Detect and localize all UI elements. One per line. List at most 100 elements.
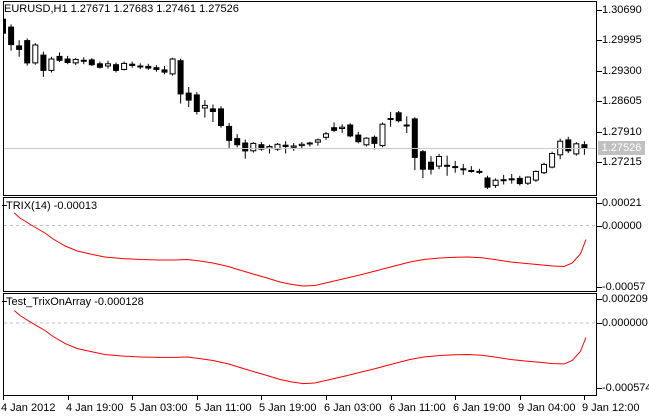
candle: [371, 135, 378, 150]
time-axis-tick: [391, 396, 392, 400]
trix-on-array-axis-label: 0.000209: [602, 293, 648, 305]
candle: [411, 117, 418, 171]
trix-axis-label-tick: [597, 287, 602, 288]
time-axis-label: 4 Jan 2012: [1, 402, 56, 414]
price-axis-label-tick: [597, 101, 602, 102]
candle: [72, 58, 79, 66]
candle: [323, 132, 329, 140]
candle: [96, 61, 103, 69]
candle: [403, 116, 410, 133]
trix-14--line: [13, 212, 587, 287]
trix-axis-label: 0.00021: [602, 197, 642, 209]
candle: [565, 136, 572, 153]
candle: [339, 124, 346, 133]
candle: [226, 122, 233, 148]
price-axis-label: 1.29300: [602, 65, 642, 77]
time-axis-label: 4 Jan 19:00: [66, 402, 124, 414]
candle: [444, 155, 451, 176]
price-axis-label-tick: [597, 132, 602, 133]
candle: [8, 24, 15, 51]
time-axis-tick: [520, 396, 521, 400]
trix-on-array-line-canvas: [4, 310, 596, 385]
candle: [242, 139, 249, 159]
candle: [541, 162, 547, 174]
test-trixonarray-line: [13, 310, 587, 385]
candle: [40, 51, 47, 77]
time-axis-label: 6 Jan 11:00: [389, 402, 446, 414]
trix-line-canvas: [4, 212, 596, 287]
indicator2-name: Test_TrixOnArray: [6, 296, 92, 308]
candle: [56, 52, 63, 63]
candle: [468, 166, 475, 173]
candle: [331, 122, 338, 132]
time-axis[interactable]: 4 Jan 2012 4 Jan 19:00 5 Jan 03:00 5 Jan 11…: [0, 396, 649, 417]
time-axis-label: 5 Jan 03:00: [130, 402, 188, 414]
candle: [355, 132, 362, 144]
candle: [4, 18, 6, 34]
candle: [290, 143, 297, 151]
candle: [452, 160, 459, 173]
trix-on-array-axis-label-tick: [597, 388, 602, 389]
indicator1-value: -0.00013: [53, 200, 98, 212]
current-price-tag: 1.27526: [598, 141, 645, 155]
candle: [64, 55, 71, 65]
time-axis-label: 5 Jan 19:00: [259, 402, 317, 414]
candle: [387, 111, 394, 127]
price-axis-label: 1.30690: [602, 4, 642, 16]
time-axis-label: 6 Jan 03:00: [324, 402, 382, 414]
candle: [113, 62, 119, 73]
candle: [145, 63, 152, 70]
trix-on-array-panel[interactable]: [3, 293, 597, 396]
candle: [129, 61, 136, 68]
candle: [105, 60, 111, 69]
candle: [484, 175, 491, 189]
candle: [532, 170, 539, 182]
candle: [516, 175, 523, 186]
trix-on-array-axis-label-tick: [597, 299, 602, 300]
candle: [274, 143, 281, 151]
candle: [201, 100, 208, 118]
current-price-line: [4, 148, 596, 149]
candle: [524, 176, 531, 185]
main-chart-panel[interactable]: [3, 1, 597, 196]
indicator2-value: -0.000128: [94, 296, 144, 308]
chart-title: EURUSD,H1 1.27671 1.27683 1.27461 1.2752…: [4, 3, 239, 15]
candle: [282, 141, 289, 154]
candle: [395, 111, 402, 123]
price-axis-label: 1.27910: [602, 126, 642, 138]
time-axis-tick: [455, 396, 456, 400]
candle: [88, 58, 95, 66]
candle: [306, 141, 313, 147]
trix-axis-label: 0.00000: [602, 220, 642, 232]
price-axis-label: 1.28605: [602, 95, 642, 107]
time-axis-tick: [3, 396, 4, 400]
candle: [80, 57, 87, 65]
trix-on-array-axis-label-tick: [597, 323, 602, 324]
candle: [379, 122, 386, 148]
candle: [169, 57, 176, 76]
trix-panel[interactable]: [3, 197, 597, 292]
candle: [476, 168, 483, 174]
price-axis-label: 1.27215: [602, 156, 642, 168]
time-axis-tick: [584, 396, 585, 400]
candle: [460, 164, 467, 175]
time-axis-tick: [197, 396, 198, 400]
candle: [363, 137, 370, 147]
candle: [161, 66, 168, 75]
time-axis-tick: [68, 396, 69, 400]
indicator1-label: TRIX(14) -0.00013: [6, 200, 97, 212]
candle: [16, 40, 23, 57]
time-axis-tick: [132, 396, 133, 400]
candle: [258, 142, 265, 151]
time-axis-tick: [326, 396, 327, 400]
candle: [185, 87, 192, 108]
candle: [298, 142, 305, 150]
candle: [32, 43, 39, 65]
candle: [234, 134, 241, 148]
indicator2-label: Test_TrixOnArray -0.000128: [6, 296, 144, 308]
indicator1-label-tick: [2, 205, 7, 206]
candle: [314, 138, 321, 146]
time-axis-label: 6 Jan 19:00: [453, 402, 511, 414]
trix-axis-label-tick: [597, 203, 602, 204]
